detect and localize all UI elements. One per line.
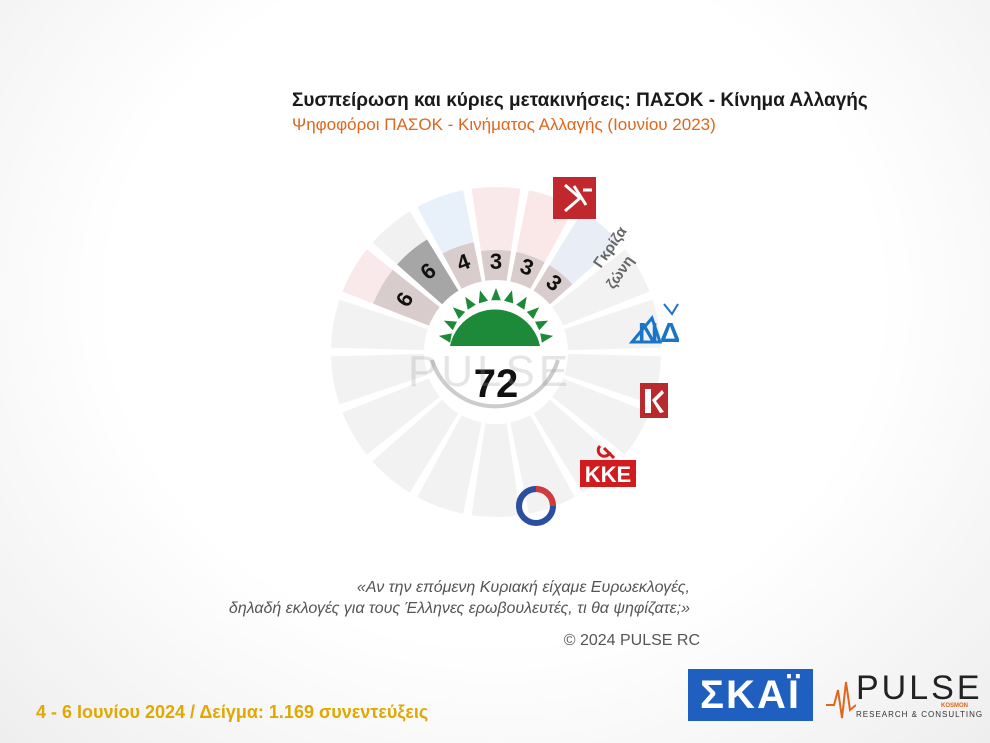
empty-sector	[372, 399, 459, 493]
value-bar-6	[533, 265, 573, 305]
value-bar-1	[373, 269, 440, 326]
sun-ray	[491, 288, 501, 301]
nd-logo-icon: ΔΝ	[628, 303, 680, 348]
chart-title: Συσπείρωση και κύριες μετακινήσεις: ΠΑΣΟ…	[292, 90, 868, 111]
empty-sector	[552, 378, 650, 455]
empty-sector	[417, 415, 482, 514]
sun-ray	[438, 333, 452, 343]
syriza-logo-icon	[553, 177, 596, 219]
pasok-sun-rays	[438, 288, 554, 343]
value-bar-5	[510, 252, 545, 289]
sun-ray	[503, 290, 514, 304]
sun-ray	[516, 296, 527, 310]
value-label-4: 3	[490, 249, 502, 274]
pulse-kosmon: KOSMON	[941, 703, 968, 709]
empty-sector	[331, 353, 428, 405]
pulse-wordmark: PULSE	[856, 669, 983, 707]
sun-ray	[478, 290, 489, 304]
nea-aristera-logo-icon	[516, 486, 556, 526]
empty-sector	[342, 378, 440, 455]
sun-ray	[443, 320, 457, 331]
footer-date-sample: 4 - 6 Ιουνίου 2024 / Δείγμα: 1.169 συνεν…	[36, 702, 429, 722]
svg-text:ΚΚΕ: ΚΚΕ	[585, 462, 631, 487]
sun-ray	[452, 307, 466, 319]
value-bar-3	[442, 242, 482, 289]
question-line-1: «Αν την επόμενη Κυριακή είχαμε Ευρωεκλογ…	[356, 579, 690, 596]
empty-sector	[552, 249, 650, 326]
pulse-wave-icon	[826, 681, 856, 719]
empty-sector	[471, 423, 521, 517]
sun-ray	[535, 320, 549, 331]
pasok-sun-icon	[450, 309, 540, 346]
value-bar-4	[480, 250, 512, 281]
question-line-2: δηλαδή εκλογές για τους Έλληνες ερωβουλε…	[228, 600, 690, 617]
copyright: © 2024 PULSE RC	[563, 632, 700, 649]
elliniki-lysi-logo-icon	[640, 383, 668, 418]
chart-subtitle: Ψηφοφόροι ΠΑΣΟΚ - Κινήματος Αλλαγής (Ιου…	[292, 115, 716, 134]
party-logos: ΔΝ ΚΚΕ	[516, 177, 680, 526]
sun-ray	[540, 333, 554, 343]
empty-sector	[331, 299, 428, 351]
sun-ray	[526, 307, 540, 319]
value-segments	[373, 239, 573, 326]
survey-question: «Αν την επόμενη Κυριακή είχαμε Ευρωεκλογ…	[229, 577, 690, 619]
kke-logo-icon: ΚΚΕ	[580, 444, 636, 487]
center-ring	[430, 359, 560, 409]
sun-ray	[465, 296, 476, 310]
empty-sector	[564, 353, 661, 405]
svg-text:Ν: Ν	[638, 317, 658, 348]
pulse-logo: PULSE KOSMON RESEARCH & CONSULTING	[826, 670, 982, 725]
value-bar-2	[397, 239, 459, 305]
pulse-tagline: RESEARCH & CONSULTING	[856, 710, 984, 719]
skai-logo: ΣΚΑΪ	[688, 669, 813, 721]
svg-text:Δ: Δ	[660, 317, 680, 348]
watermark-text: PULSE	[408, 347, 572, 396]
center-value: 72	[474, 362, 519, 406]
